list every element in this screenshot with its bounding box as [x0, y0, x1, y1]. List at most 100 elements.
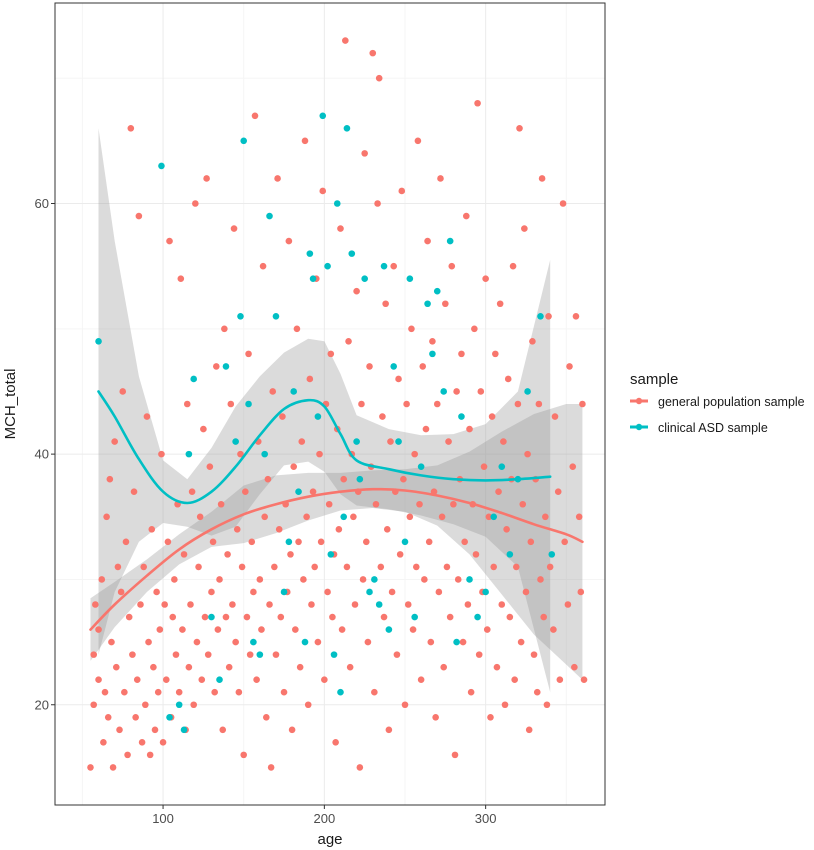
point-general [259, 262, 267, 270]
point-general [383, 526, 391, 533]
point-general [114, 563, 122, 571]
point-general [412, 563, 420, 571]
point-general [398, 187, 406, 195]
point-general [403, 400, 410, 408]
point-general [569, 463, 577, 470]
point-general [459, 638, 467, 646]
point-general [275, 526, 283, 533]
point-general [280, 688, 288, 696]
point-general [361, 150, 368, 157]
point-general [421, 576, 428, 583]
point-general [375, 74, 383, 82]
point-general [196, 513, 204, 521]
point-general [519, 500, 527, 508]
point-general [345, 338, 352, 345]
point-asd [401, 538, 409, 546]
y-axis-title: MCH_total [2, 369, 19, 440]
point-asd [180, 726, 188, 734]
band-asd [98, 128, 551, 693]
point-asd [537, 312, 544, 320]
point-general [243, 613, 251, 621]
point-general [362, 538, 370, 546]
point-general [432, 713, 439, 721]
point-general [267, 764, 275, 771]
point-general [109, 764, 117, 771]
point-asd [424, 300, 431, 308]
point-general [506, 613, 514, 621]
point-general [356, 764, 364, 771]
point-asd [375, 601, 383, 608]
point-general [266, 601, 273, 608]
point-general [146, 751, 154, 759]
point-asd [524, 388, 531, 395]
point-asd [319, 112, 327, 120]
point-general [271, 563, 278, 571]
point-general [538, 175, 546, 182]
point-general [212, 363, 220, 370]
smooth-line-asd [97, 390, 552, 505]
point-asd [337, 688, 344, 696]
point-general [493, 663, 501, 671]
point-asd [380, 262, 388, 270]
point-general [540, 613, 548, 621]
legend-point-general [635, 397, 643, 405]
point-general [292, 626, 299, 633]
point-general [443, 563, 451, 571]
y-tick-label: 60 [35, 196, 49, 211]
point-general [159, 739, 167, 746]
point-general [525, 726, 533, 734]
point-general [543, 701, 551, 709]
legend-label-general: general population sample [658, 395, 805, 409]
point-general [511, 676, 518, 683]
point-general [324, 588, 331, 596]
point-general [148, 526, 156, 533]
point-general [230, 225, 238, 232]
confidence-bands [90, 128, 583, 693]
point-general [551, 413, 559, 420]
point-general [311, 563, 318, 571]
point-general [229, 601, 236, 608]
point-general [498, 601, 506, 608]
point-general [277, 613, 285, 621]
point-general [130, 488, 138, 496]
point-general [216, 576, 223, 583]
point-general [233, 526, 241, 533]
point-general [258, 626, 265, 633]
point-asd [482, 588, 489, 596]
point-general [337, 225, 344, 232]
point-asd [216, 676, 223, 683]
point-general [372, 500, 380, 508]
point-general [464, 601, 472, 608]
legend: sample general population sample clinica… [628, 371, 805, 438]
point-general [529, 338, 536, 345]
point-general [542, 513, 549, 521]
point-asd [548, 551, 556, 558]
point-general [132, 713, 139, 721]
point-general [448, 262, 456, 270]
point-general [442, 300, 449, 308]
point-general [227, 400, 235, 408]
point-general [424, 237, 431, 245]
point-general [103, 513, 110, 521]
point-general [492, 350, 499, 358]
point-general [314, 638, 322, 646]
point-general [164, 538, 172, 546]
point-general [303, 513, 310, 521]
point-general [153, 588, 160, 596]
point-general [135, 212, 143, 220]
point-general [161, 601, 168, 608]
point-general [290, 463, 298, 470]
point-general [437, 175, 444, 182]
point-asd [411, 613, 418, 621]
point-general [530, 651, 538, 658]
point-general [338, 626, 346, 633]
point-asd [340, 513, 348, 521]
point-general [419, 363, 427, 370]
point-general [306, 375, 314, 383]
point-general [353, 287, 360, 295]
point-general [248, 538, 256, 546]
point-general [332, 739, 339, 746]
point-asd [314, 413, 322, 420]
point-general [151, 726, 159, 734]
point-general [219, 726, 227, 734]
